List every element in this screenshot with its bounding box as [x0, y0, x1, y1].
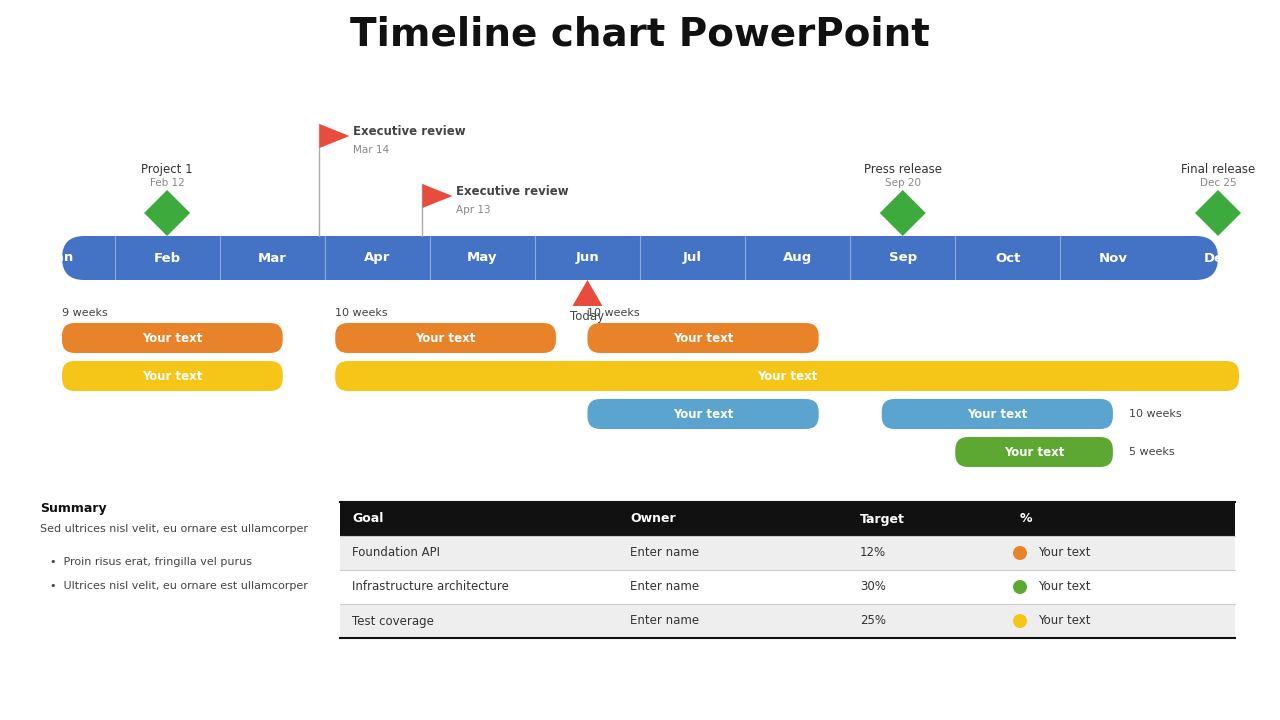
Text: Your text: Your text — [673, 408, 733, 420]
Text: 10 weeks: 10 weeks — [1129, 409, 1181, 419]
FancyBboxPatch shape — [335, 361, 1239, 391]
Text: Enter name: Enter name — [630, 546, 699, 559]
Text: Test coverage: Test coverage — [352, 614, 434, 628]
Circle shape — [1012, 580, 1027, 594]
Text: Oct: Oct — [995, 251, 1020, 264]
FancyBboxPatch shape — [340, 604, 1235, 638]
Text: Your text: Your text — [1038, 580, 1091, 593]
FancyBboxPatch shape — [340, 536, 1235, 570]
FancyBboxPatch shape — [588, 399, 819, 429]
Polygon shape — [572, 280, 603, 306]
FancyBboxPatch shape — [335, 323, 556, 353]
Polygon shape — [1196, 190, 1242, 236]
Text: Foundation API: Foundation API — [352, 546, 440, 559]
Text: Feb: Feb — [154, 251, 180, 264]
Text: Mar 14: Mar 14 — [353, 145, 389, 155]
Text: Your text: Your text — [142, 331, 202, 344]
Text: Timeline chart PowerPoint: Timeline chart PowerPoint — [351, 15, 929, 53]
FancyBboxPatch shape — [588, 323, 819, 353]
Text: Jul: Jul — [684, 251, 701, 264]
Text: Your text: Your text — [1038, 546, 1091, 559]
Text: Aug: Aug — [783, 251, 813, 264]
Text: %: % — [1020, 513, 1033, 526]
Text: Jun: Jun — [576, 251, 599, 264]
Text: Today: Today — [571, 310, 604, 323]
Circle shape — [1012, 614, 1027, 628]
Text: Goal: Goal — [352, 513, 384, 526]
Text: May: May — [467, 251, 498, 264]
Text: Owner: Owner — [630, 513, 676, 526]
Text: Your text: Your text — [142, 369, 202, 382]
Text: Your text: Your text — [968, 408, 1028, 420]
FancyBboxPatch shape — [340, 502, 1235, 536]
Text: Jan: Jan — [50, 251, 74, 264]
Text: Your text: Your text — [416, 331, 476, 344]
Text: Executive review: Executive review — [353, 125, 466, 138]
Text: Your text: Your text — [1004, 446, 1064, 459]
Text: Final release: Final release — [1181, 163, 1256, 176]
FancyBboxPatch shape — [955, 437, 1112, 467]
Text: Your text: Your text — [1038, 614, 1091, 628]
Polygon shape — [422, 184, 452, 208]
Text: Your text: Your text — [673, 331, 733, 344]
Text: •  Proin risus erat, fringilla vel purus: • Proin risus erat, fringilla vel purus — [50, 557, 252, 567]
Text: 12%: 12% — [860, 546, 886, 559]
Text: Dec 25: Dec 25 — [1199, 178, 1236, 188]
Text: Nov: Nov — [1098, 251, 1128, 264]
Text: Target: Target — [860, 513, 905, 526]
Text: Summary: Summary — [40, 502, 106, 515]
Polygon shape — [320, 124, 349, 148]
Text: Press release: Press release — [864, 163, 942, 176]
Text: 9 weeks: 9 weeks — [61, 308, 108, 318]
Text: Apr 13: Apr 13 — [457, 205, 492, 215]
Text: Enter name: Enter name — [630, 614, 699, 628]
FancyBboxPatch shape — [61, 236, 1219, 280]
Text: Enter name: Enter name — [630, 580, 699, 593]
Text: 25%: 25% — [860, 614, 886, 628]
Text: 30%: 30% — [860, 580, 886, 593]
Text: 10 weeks: 10 weeks — [335, 308, 388, 318]
Polygon shape — [879, 190, 925, 236]
Text: Sep: Sep — [888, 251, 916, 264]
Text: Infrastructure architecture: Infrastructure architecture — [352, 580, 509, 593]
Text: •  Ultrices nisl velit, eu ornare est ullamcorper: • Ultrices nisl velit, eu ornare est ull… — [50, 581, 308, 591]
Text: 10 weeks: 10 weeks — [588, 308, 640, 318]
Text: Apr: Apr — [364, 251, 390, 264]
Text: Project 1: Project 1 — [141, 163, 193, 176]
Text: Feb 12: Feb 12 — [150, 178, 184, 188]
Text: 5 weeks: 5 weeks — [1129, 447, 1174, 457]
Text: Dec: Dec — [1204, 251, 1231, 264]
FancyBboxPatch shape — [882, 399, 1112, 429]
FancyBboxPatch shape — [61, 323, 283, 353]
FancyBboxPatch shape — [61, 361, 283, 391]
Text: Executive review: Executive review — [457, 185, 570, 198]
Text: Sed ultrices nisl velit, eu ornare est ullamcorper: Sed ultrices nisl velit, eu ornare est u… — [40, 524, 308, 534]
Text: Mar: Mar — [257, 251, 287, 264]
FancyBboxPatch shape — [340, 570, 1235, 604]
Text: Sep 20: Sep 20 — [884, 178, 920, 188]
Polygon shape — [145, 190, 191, 236]
Circle shape — [1012, 546, 1027, 560]
Text: Your text: Your text — [756, 369, 818, 382]
